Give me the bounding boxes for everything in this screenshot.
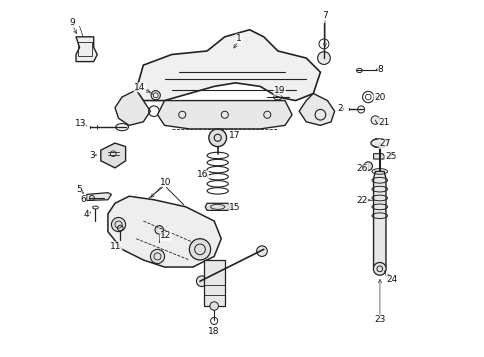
- Text: 25: 25: [384, 152, 395, 161]
- Text: 22: 22: [356, 196, 367, 205]
- Polygon shape: [107, 196, 221, 267]
- Text: 18: 18: [208, 327, 219, 336]
- Bar: [77, 42, 92, 56]
- Text: 21: 21: [378, 118, 389, 127]
- Circle shape: [209, 129, 226, 147]
- Circle shape: [363, 162, 372, 170]
- Polygon shape: [115, 90, 150, 125]
- Text: 7: 7: [321, 11, 327, 20]
- Text: 9: 9: [69, 18, 75, 27]
- Text: 6: 6: [80, 195, 86, 204]
- Text: 8: 8: [377, 65, 383, 74]
- Text: 16: 16: [197, 170, 208, 180]
- Text: 10: 10: [160, 177, 171, 187]
- Text: 4: 4: [84, 210, 89, 219]
- Text: 2: 2: [336, 104, 342, 113]
- Text: 12: 12: [160, 231, 171, 240]
- Circle shape: [150, 249, 164, 263]
- Text: 23: 23: [374, 315, 385, 324]
- Circle shape: [155, 226, 163, 234]
- Ellipse shape: [370, 139, 388, 147]
- Polygon shape: [136, 30, 320, 101]
- Circle shape: [370, 116, 379, 124]
- Circle shape: [111, 217, 125, 232]
- Circle shape: [373, 262, 385, 275]
- Text: 13: 13: [75, 119, 86, 128]
- Text: 5: 5: [76, 185, 82, 194]
- Circle shape: [189, 239, 210, 260]
- Circle shape: [210, 302, 218, 310]
- Text: 14: 14: [134, 83, 145, 92]
- Polygon shape: [101, 143, 125, 168]
- Circle shape: [196, 276, 207, 287]
- Text: 27: 27: [378, 139, 390, 148]
- Circle shape: [317, 52, 330, 65]
- Polygon shape: [205, 203, 229, 210]
- Polygon shape: [87, 193, 111, 201]
- Text: 20: 20: [373, 92, 384, 101]
- Text: 11: 11: [110, 242, 121, 251]
- Polygon shape: [299, 94, 334, 125]
- Text: 3: 3: [89, 151, 95, 160]
- Text: 17: 17: [228, 131, 240, 141]
- Polygon shape: [157, 101, 291, 129]
- Polygon shape: [76, 37, 97, 62]
- Text: 26: 26: [355, 164, 367, 173]
- Text: 15: 15: [228, 203, 240, 212]
- Text: 1: 1: [236, 34, 242, 43]
- Bar: [203, 260, 224, 306]
- Text: 19: 19: [273, 86, 285, 95]
- Circle shape: [256, 246, 267, 256]
- Polygon shape: [373, 171, 385, 267]
- Polygon shape: [373, 154, 383, 159]
- Text: 24: 24: [386, 275, 397, 284]
